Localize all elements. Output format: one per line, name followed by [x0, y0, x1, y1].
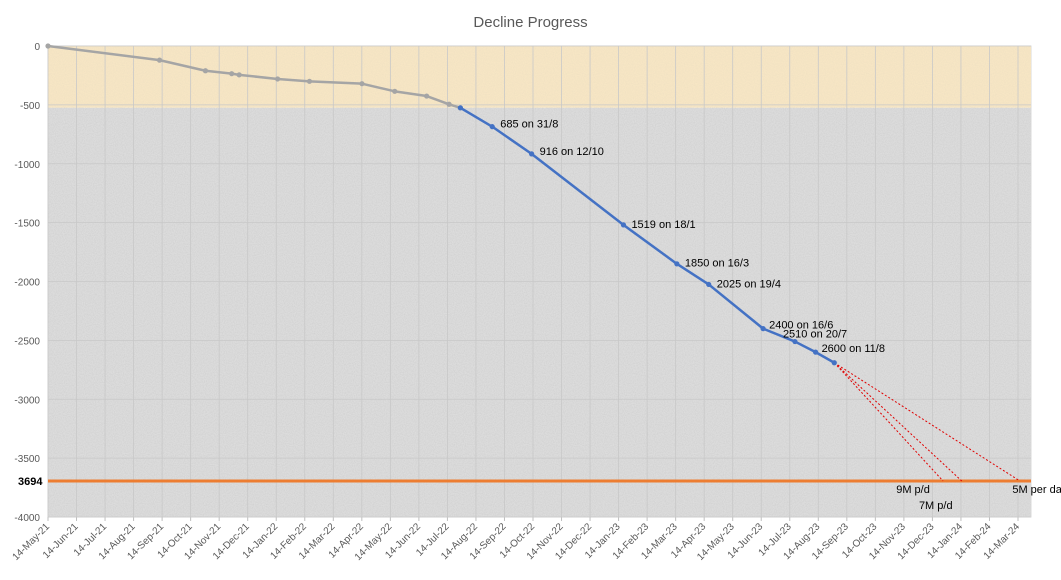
data-label: 2510 on 20/7 — [783, 328, 847, 340]
data-label: 916 on 12/10 — [540, 146, 604, 158]
y-tick-label: -1500 — [14, 219, 40, 230]
data-point — [812, 349, 819, 355]
data-label: 685 on 31/8 — [500, 119, 558, 131]
data-label: 2600 on 11/8 — [822, 343, 885, 355]
data-point — [45, 43, 51, 49]
series-line-0 — [47, 44, 461, 110]
projection-line — [834, 362, 1021, 482]
y-tick-label: -3500 — [14, 454, 40, 465]
data-point — [528, 151, 535, 157]
y-tick-label: -3000 — [14, 395, 40, 406]
projection-label: 9M p/d — [896, 484, 930, 496]
data-point — [620, 222, 627, 228]
data-label: 2025 on 19/4 — [717, 278, 781, 290]
y-tick-label: -500 — [20, 101, 40, 112]
data-label: 1519 on 18/1 — [631, 219, 695, 231]
data-point — [392, 88, 398, 94]
y-tick-label: -2000 — [14, 278, 40, 289]
data-point — [792, 338, 798, 345]
data-point — [457, 105, 463, 111]
data-point — [424, 93, 430, 99]
data-point — [236, 72, 242, 78]
data-point — [831, 360, 837, 366]
band-texture-1 — [48, 107, 1031, 517]
y-tick-label: -2500 — [14, 336, 40, 347]
data-label: 2400 on 16/6 — [769, 320, 833, 332]
data-point — [306, 78, 313, 84]
band-texture-0 — [48, 46, 1031, 108]
projection-label: 7M p/d — [919, 500, 953, 512]
projection-line — [833, 362, 944, 482]
y-tick-label: -1000 — [14, 160, 40, 171]
data-point — [674, 261, 680, 267]
y-tick-label: -4000 — [14, 513, 40, 524]
data-point — [275, 76, 281, 82]
data-point — [359, 81, 365, 87]
data-point — [706, 281, 712, 288]
data-point — [760, 326, 766, 332]
data-point — [489, 124, 495, 130]
data-point — [446, 101, 452, 107]
data-point — [202, 68, 209, 74]
chart-title: Decline Progress — [473, 14, 588, 31]
data-label: 1850 on 16/3 — [685, 258, 749, 270]
projection-label: 5M per day — [1012, 484, 1061, 496]
y-tick-label: 0 — [34, 42, 40, 53]
data-point — [156, 57, 163, 63]
target-line-label: 3694 — [18, 476, 43, 488]
data-point — [229, 71, 235, 77]
projection-line — [833, 362, 963, 482]
series-line-1 — [459, 106, 835, 364]
